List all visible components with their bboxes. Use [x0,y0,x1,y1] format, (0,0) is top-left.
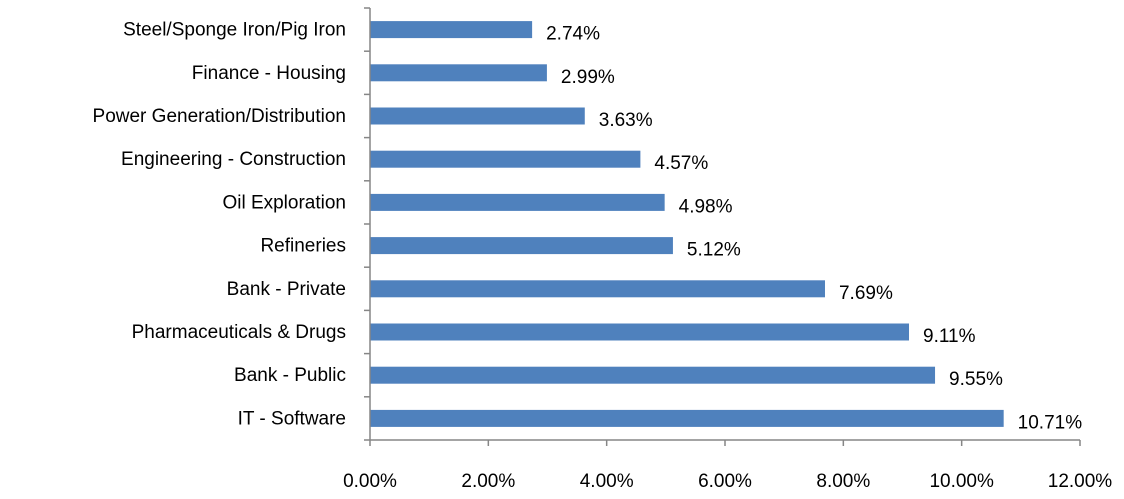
x-tick-label: 0.00% [343,471,397,492]
data-label: 2.99% [561,67,615,88]
bar [370,64,547,82]
data-label: 9.55% [949,369,1003,390]
data-label: 7.69% [839,283,893,304]
y-tick-label: Steel/Sponge Iron/Pig Iron [123,20,346,41]
bar [370,21,533,39]
bar [370,409,1004,427]
y-tick-label: Oil Exploration [222,192,346,213]
data-label: 3.63% [599,110,653,131]
y-tick-label: IT - Software [238,408,346,429]
bar [370,150,641,168]
bar [370,366,936,384]
data-label: 4.57% [654,153,708,174]
bar [370,193,665,211]
y-tick-label: Pharmaceuticals & Drugs [132,322,346,343]
y-tick-label: Finance - Housing [192,63,346,84]
bar [370,280,825,298]
x-tick-label: 8.00% [816,471,870,492]
x-tick-label: 10.00% [929,471,994,492]
y-tick-label: Engineering - Construction [121,149,346,170]
data-label: 5.12% [687,240,741,261]
bar [370,107,585,125]
y-tick-label: Bank - Private [227,279,346,300]
y-tick-label: Power Generation/Distribution [93,106,346,127]
data-label: 10.71% [1018,412,1083,433]
y-tick-label: Bank - Public [234,365,346,386]
bar [370,323,910,341]
y-tick-label: Refineries [260,236,346,257]
bar [370,237,673,255]
data-label: 9.11% [923,326,976,347]
x-tick-label: 2.00% [461,471,515,492]
data-label: 4.98% [679,196,733,217]
x-tick-label: 12.00% [1048,471,1113,492]
x-tick-label: 4.00% [580,471,634,492]
data-label: 2.74% [546,24,600,45]
x-tick-label: 6.00% [698,471,752,492]
